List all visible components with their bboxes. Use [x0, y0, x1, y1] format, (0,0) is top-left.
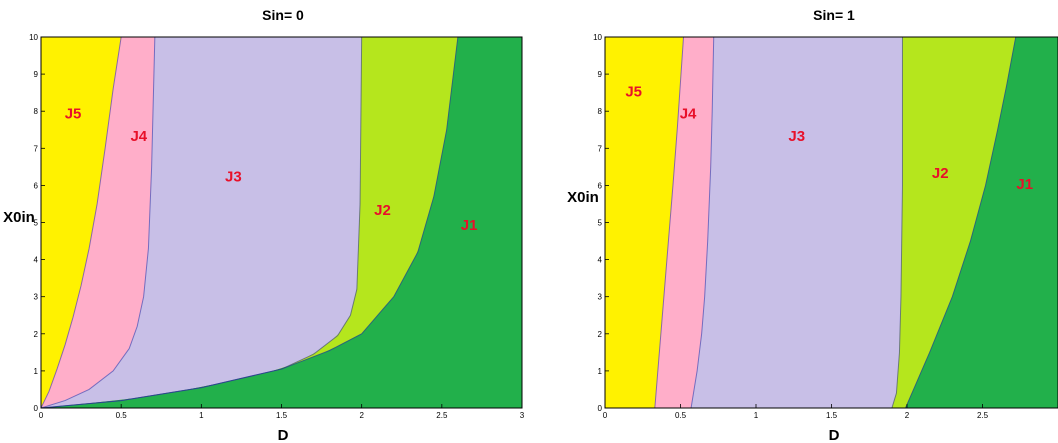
- y-axis-label: X0in: [3, 209, 35, 226]
- x-tick-label: 2.5: [436, 411, 448, 420]
- x-tick-label: 1.5: [826, 411, 838, 420]
- y-axis-label: X0in: [567, 189, 599, 206]
- boundary-j4-j3: [690, 37, 715, 408]
- y-tick-label: 0: [598, 404, 603, 413]
- x-axis-label: D: [278, 427, 289, 443]
- y-tick-label: 0: [34, 404, 39, 413]
- boundary-j2-j1: [905, 37, 1017, 408]
- panel-sin-0: Sin= 0 D X0in 0 0.5 1 1.5 2 2.5 3 0 1 2 3 4 5 6 7 8 9 10 J…: [3, 7, 525, 443]
- x-tick-label: 1: [199, 411, 204, 420]
- region-label-j3: J3: [788, 128, 805, 145]
- x-tick-label: 2: [359, 411, 364, 420]
- y-tick-label: 6: [598, 181, 603, 190]
- y-tick-label: 10: [29, 33, 38, 42]
- x-tick-label: 1: [754, 411, 759, 420]
- boundary-j5-j4: [654, 37, 685, 408]
- region-label-j1: J1: [461, 217, 478, 234]
- region-label-j2: J2: [374, 202, 391, 219]
- boundary-j2-j1: [41, 37, 459, 408]
- x-tick-label: 3: [520, 411, 525, 420]
- region-label-j4: J4: [130, 128, 147, 145]
- y-tick-label: 9: [34, 70, 39, 79]
- y-tick-label: 4: [598, 256, 603, 265]
- boundary-j5-j4: [41, 37, 122, 408]
- y-tick-label: 3: [34, 293, 39, 302]
- y-tick-label: 7: [34, 144, 39, 153]
- regions-group: [41, 37, 522, 408]
- region-label-j5: J5: [625, 83, 642, 100]
- region-label-j4: J4: [680, 106, 697, 123]
- x-tick-label: 0: [39, 411, 44, 420]
- y-tick-label: 4: [34, 256, 39, 265]
- y-tick-label: 5: [34, 219, 39, 228]
- y-tick-label: 2: [598, 330, 603, 339]
- region-label-j2: J2: [932, 165, 949, 182]
- x-tick-label: 2: [905, 411, 910, 420]
- y-tick-label: 10: [593, 33, 602, 42]
- region-label-j1: J1: [1016, 176, 1033, 193]
- chart-title: Sin= 1: [813, 7, 855, 23]
- region-label-j3: J3: [225, 169, 242, 186]
- x-tick-label: 0.5: [675, 411, 687, 420]
- y-tick-label: 6: [34, 181, 39, 190]
- y-tick-label: 2: [34, 330, 39, 339]
- boundary-j4-j3: [41, 37, 156, 408]
- x-tick-label: 0.5: [116, 411, 128, 420]
- plot-area: 0 0.5 1 1.5 2 2.5 0 1 2 3 4 5 6 7 8 9 10 J5 J4 J3 J2 J1: [593, 33, 1058, 420]
- x-tick-label: 0: [603, 411, 608, 420]
- y-tick-label: 1: [34, 367, 39, 376]
- panel-sin-1: Sin= 1 D X0in 0 0.5 1 1.5 2 2.5 0 1 2 3 4 5 6 7 8 9 10 J5…: [567, 7, 1058, 443]
- region-label-j5: J5: [65, 106, 82, 123]
- x-axis-label: D: [829, 427, 840, 443]
- boundary-j3-j2: [891, 37, 903, 408]
- y-tick-label: 9: [598, 70, 603, 79]
- region-j3: [690, 37, 903, 408]
- x-tick-label: 2.5: [977, 411, 989, 420]
- y-tick-label: 5: [598, 219, 603, 228]
- regions-group: [605, 37, 1058, 408]
- y-tick-label: 8: [34, 107, 39, 116]
- y-tick-label: 7: [598, 144, 603, 153]
- plot-area: 0 0.5 1 1.5 2 2.5 3 0 1 2 3 4 5 6 7 8 9 10 J5 J4 J3 J2 J1: [29, 33, 525, 420]
- y-tick-label: 3: [598, 293, 603, 302]
- chart-title: Sin= 0: [262, 7, 304, 23]
- x-tick-label: 1.5: [276, 411, 288, 420]
- y-tick-label: 8: [598, 107, 603, 116]
- y-tick-label: 1: [598, 367, 603, 376]
